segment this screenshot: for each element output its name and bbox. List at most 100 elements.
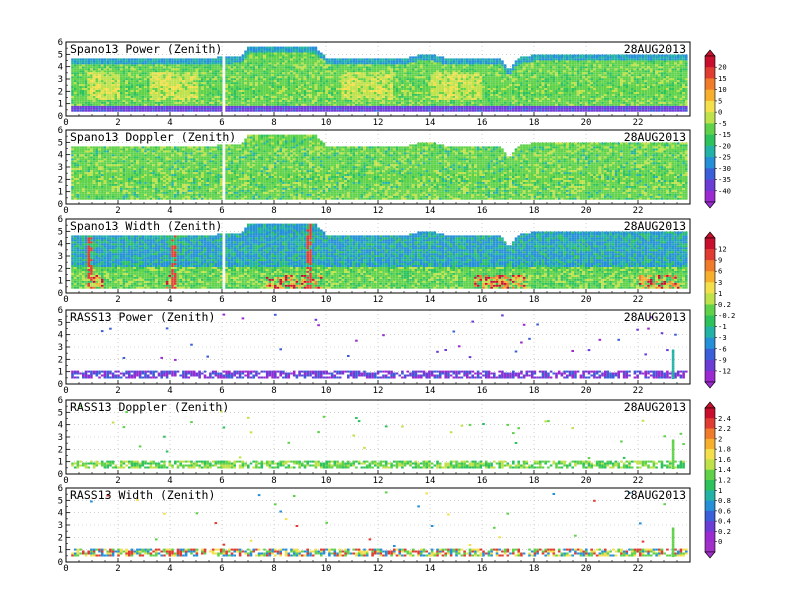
data-cell [547, 58, 550, 61]
data-cell [476, 97, 480, 100]
data-cell [238, 68, 242, 71]
data-cell [452, 88, 456, 90]
data-cell [409, 56, 412, 59]
data-cell [217, 76, 220, 79]
data-cell [187, 58, 191, 61]
data-cell [128, 93, 131, 96]
data-cell [125, 99, 128, 102]
data-cell [447, 109, 450, 112]
data-cell [290, 78, 293, 81]
data-cell [257, 80, 261, 83]
data-cell [320, 92, 323, 94]
data-cell [390, 99, 393, 102]
data-cell [76, 70, 80, 73]
data-cell [503, 88, 507, 90]
data-cell [203, 80, 207, 83]
data-cell [301, 101, 304, 104]
data-cell [79, 88, 82, 90]
data-cell [530, 103, 534, 106]
data-cell [417, 62, 420, 65]
data-cell [476, 64, 480, 67]
data-cell [336, 101, 339, 104]
data-cell [130, 60, 134, 63]
data-cell [284, 62, 288, 65]
data-cell [106, 103, 109, 106]
data-cell [409, 72, 412, 75]
data-cell [111, 70, 115, 73]
data-cell [512, 76, 515, 79]
data-cell [476, 84, 480, 87]
data-cell [133, 105, 136, 108]
data-cell [228, 82, 231, 85]
data-cell [233, 72, 236, 75]
data-cell [76, 58, 80, 61]
data-cell [203, 88, 207, 90]
data-cell [330, 64, 334, 67]
data-cell [103, 95, 107, 98]
data-cell [490, 76, 493, 79]
data-cell [328, 109, 331, 112]
data-cell [522, 109, 526, 112]
data-cell [84, 84, 88, 87]
data-cell [376, 64, 380, 67]
data-cell [395, 95, 399, 98]
data-cell [363, 97, 366, 100]
data-cell [409, 93, 412, 96]
data-cell [466, 95, 469, 98]
data-cell [428, 80, 431, 83]
data-cell [292, 78, 296, 81]
data-cell [255, 66, 258, 69]
data-cell [422, 72, 426, 75]
data-cell [512, 78, 515, 81]
data-cell [482, 97, 485, 100]
data-cell [257, 64, 261, 67]
data-cell [384, 82, 388, 85]
data-cell [530, 72, 534, 75]
data-cell [249, 54, 253, 57]
data-cell [79, 82, 82, 85]
data-cell [103, 70, 107, 73]
data-cell [92, 97, 96, 100]
data-cell [433, 70, 437, 73]
data-cell [282, 74, 285, 77]
data-cell [425, 76, 428, 79]
data-cell [301, 72, 304, 75]
data-cell [211, 70, 215, 73]
data-cell [338, 74, 342, 77]
data-cell [187, 72, 191, 75]
data-cell [352, 95, 355, 98]
data-cell [128, 78, 131, 81]
data-cell [420, 72, 423, 75]
data-cell [282, 105, 285, 108]
data-cell [214, 88, 218, 90]
data-cell [249, 95, 253, 98]
data-cell [71, 107, 74, 110]
data-cell [490, 80, 493, 83]
data-cell [341, 109, 345, 112]
data-cell [274, 68, 277, 71]
data-cell [320, 64, 323, 67]
data-cell [512, 107, 515, 110]
data-cell [349, 86, 353, 88]
data-cell [471, 80, 474, 83]
data-cell [244, 95, 247, 98]
data-cell [314, 74, 318, 77]
data-cell [357, 105, 361, 108]
data-cell [365, 58, 369, 61]
data-cell [444, 70, 447, 73]
data-cell [163, 97, 166, 100]
data-cell [138, 66, 142, 69]
data-cell [379, 95, 383, 98]
data-cell [282, 68, 285, 71]
data-cell [179, 92, 182, 94]
data-cell [209, 74, 212, 77]
data-cell [79, 64, 82, 67]
data-cell [241, 74, 245, 77]
data-cell [544, 107, 547, 110]
data-cell [84, 88, 88, 90]
data-cell [247, 68, 250, 71]
data-cell [309, 74, 312, 77]
data-cell [460, 60, 464, 63]
data-cell [503, 107, 507, 110]
data-cell [265, 80, 269, 83]
